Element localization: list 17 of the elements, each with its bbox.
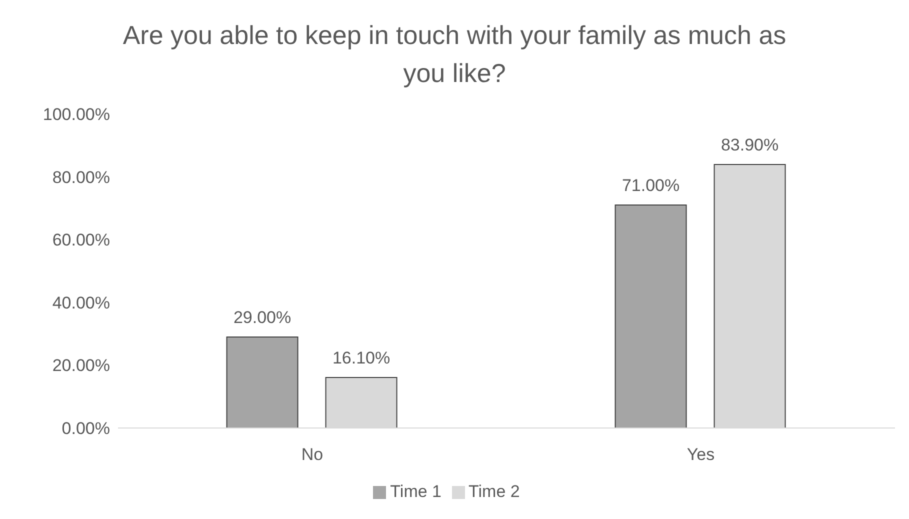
bar — [226, 336, 298, 428]
data-label: 29.00% — [233, 308, 292, 327]
y-tick-label: 0.00% — [62, 419, 110, 438]
chart-title: Are you able to keep in touch with your family as much as you like? — [122, 19, 788, 90]
bar — [614, 204, 687, 428]
legend-label: Time 2 — [468, 482, 520, 501]
data-label: 83.90% — [720, 136, 779, 155]
data-label: 71.00% — [622, 176, 680, 196]
y-tick-label: 40.00% — [52, 293, 110, 312]
y-tick-label: 60.00% — [52, 230, 110, 250]
data-label: 16.10% — [332, 348, 390, 368]
y-tick-label: 100.00% — [42, 105, 110, 124]
legend-label: Time 1 — [390, 482, 442, 501]
y-tick-label: 20.00% — [52, 356, 110, 376]
y-tick-label: 80.00% — [52, 168, 110, 187]
x-tick-label: No — [301, 445, 324, 464]
x-tick-label: Yes — [686, 445, 715, 464]
